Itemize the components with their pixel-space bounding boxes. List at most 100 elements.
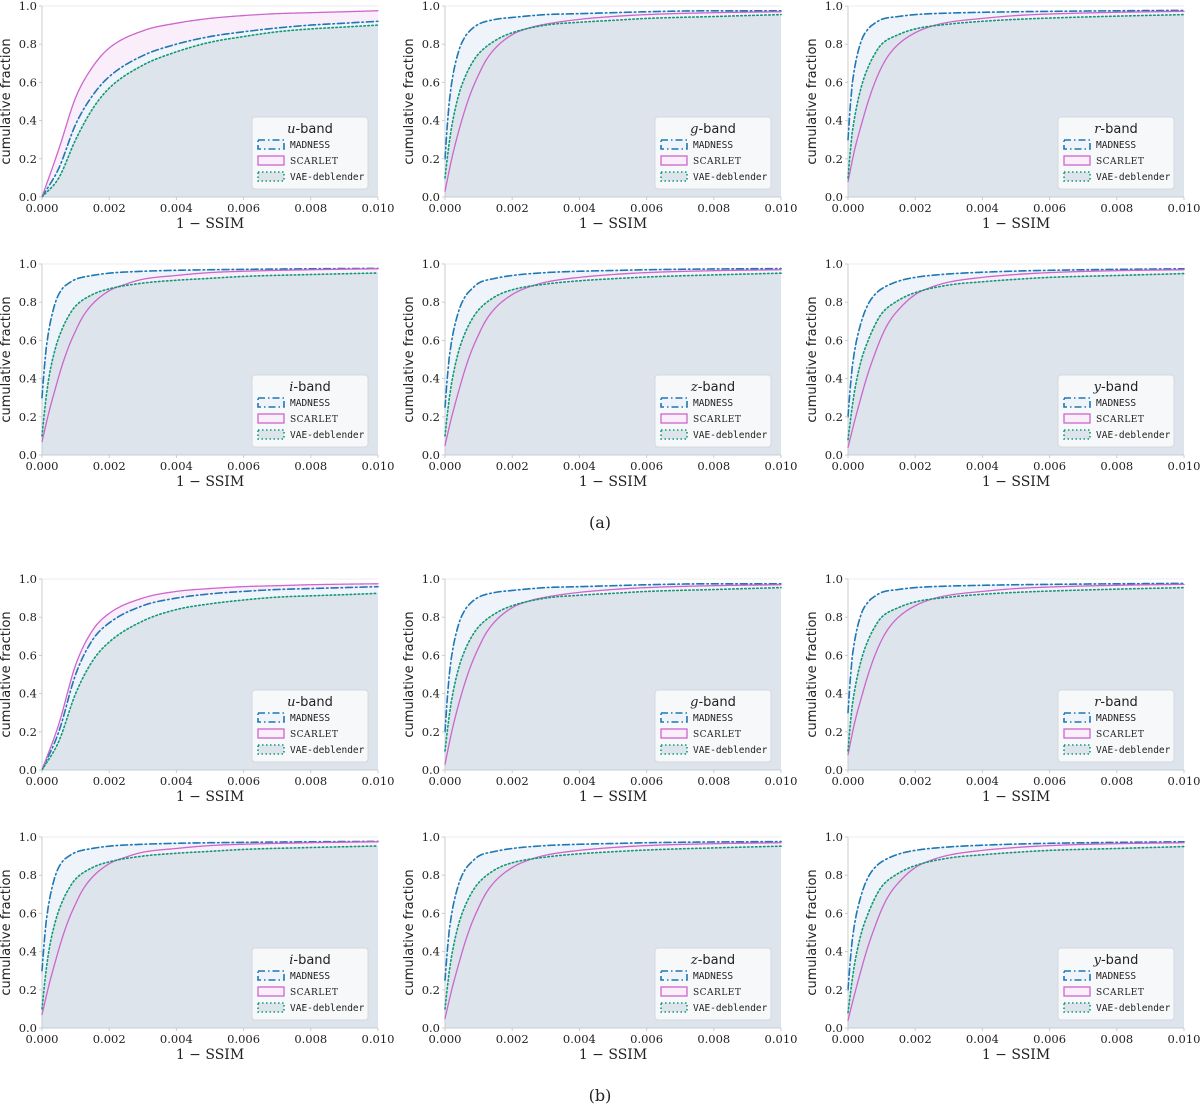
y-axis-label: cumulative fraction [402, 296, 417, 422]
x-tick-label: 0.000 [26, 459, 59, 473]
legend-label-vae-deblender: VAE-deblender [693, 172, 768, 183]
y-tick-label: 1.0 [19, 572, 37, 586]
x-tick-label: 0.008 [697, 774, 730, 788]
series-line-madness [41, 267, 379, 399]
x-tick-label: 0.004 [563, 201, 596, 215]
legend-label-vae-deblender: VAE-deblender [1096, 1003, 1171, 1014]
x-tick-label: 0.008 [1100, 459, 1133, 473]
legend-band-suffix: -band [293, 953, 330, 968]
legend-title: u-band [287, 122, 333, 137]
legend-band-letter: u [287, 122, 295, 137]
legend-title: r-band [1094, 695, 1138, 710]
legend-band-letter: i [289, 953, 293, 968]
series-line-vae-deblender [41, 592, 379, 771]
legend-label-scarlet: SCARLET [693, 988, 741, 998]
y-tick-label: 0.2 [422, 983, 440, 997]
y-tick-label: 0.6 [19, 75, 37, 89]
panel-a-r-band: 0.0 0.2 0.4 0.6 0.8 1.0 0.000 0.002 0.004 0.006 0.… [805, 0, 1200, 232]
legend-swatch-vae-deblender [1063, 429, 1091, 440]
legend-swatch-vae-deblender [257, 1002, 285, 1013]
x-tick-label: 0.002 [899, 459, 932, 473]
y-tick-label: 0.8 [19, 610, 37, 624]
legend-label-vae-deblender: VAE-deblender [693, 745, 768, 756]
y-tick-label: 0.6 [422, 75, 440, 89]
y-axis-label: cumulative fraction [0, 296, 14, 422]
legend-label-vae-deblender: VAE-deblender [290, 430, 365, 441]
y-tick-label: 0.2 [19, 152, 37, 166]
legend-label-madness: MADNESS [1096, 971, 1136, 982]
legend-box [654, 689, 772, 763]
x-tick-label: 0.006 [227, 774, 260, 788]
x-tick-label: 0.002 [93, 459, 126, 473]
legend-band-letter: z [690, 953, 698, 968]
series-line-vae-deblender [847, 586, 1185, 752]
series-line-madness [444, 582, 782, 733]
y-axis-label: cumulative fraction [805, 869, 820, 995]
y-tick-label: 1.0 [422, 0, 440, 13]
y-tick-label: 0.4 [422, 687, 440, 701]
series-line-vae-deblender [41, 845, 379, 1010]
legend-label-scarlet: SCARLET [1096, 988, 1144, 998]
series-line-madness [847, 582, 1185, 714]
y-tick-label: 0.8 [422, 610, 440, 624]
y-tick-label: 0.2 [19, 725, 37, 739]
x-tick-label: 0.000 [26, 1032, 59, 1046]
legend-label-vae-deblender: VAE-deblender [1096, 745, 1171, 756]
x-tick-label: 0.002 [93, 201, 126, 215]
series-line-scarlet [847, 10, 1185, 183]
legend-swatch-vae-deblender [1063, 1002, 1091, 1013]
legend-swatch-vae-deblender [257, 429, 285, 440]
y-tick-label: 0.6 [825, 75, 843, 89]
y-tick-label: 0.8 [422, 868, 440, 882]
y-tick-label: 0.0 [422, 763, 440, 777]
x-tick-label: 0.010 [1168, 1032, 1200, 1046]
legend-label-madness: MADNESS [290, 398, 330, 409]
y-tick-label: 0.8 [19, 868, 37, 882]
x-tick-label: 0.006 [227, 459, 260, 473]
y-tick-label: 1.0 [422, 572, 440, 586]
y-tick-label: 0.4 [825, 687, 843, 701]
legend-label-madness: MADNESS [290, 713, 330, 724]
x-tick-label: 0.000 [429, 774, 462, 788]
y-tick-label: 0.0 [825, 190, 843, 204]
y-tick-label: 0.6 [422, 906, 440, 920]
panel-a-i-band: 0.0 0.2 0.4 0.6 0.8 1.0 0.000 0.002 0.004 0.006 0.… [0, 257, 394, 490]
x-tick-label: 0.008 [294, 774, 327, 788]
legend-band-suffix: -band [698, 380, 735, 395]
legend-swatch-madness [257, 139, 285, 150]
x-tick-label: 0.000 [429, 459, 462, 473]
y-axis-label: cumulative fraction [402, 869, 417, 995]
x-tick-label: 0.010 [362, 201, 395, 215]
y-tick-label: 0.2 [19, 410, 37, 424]
y-tick-label: 0.0 [422, 448, 440, 462]
y-tick-label: 0.4 [825, 114, 843, 128]
legend: u-band MADNESS SCARLET VAE-deblender [251, 689, 369, 763]
legend-title: y-band [1093, 380, 1139, 395]
x-tick-label: 0.000 [26, 774, 59, 788]
x-tick-label: 0.002 [899, 774, 932, 788]
x-tick-label: 0.006 [1033, 201, 1066, 215]
x-tick-label: 0.006 [630, 459, 663, 473]
legend: y-band MADNESS SCARLET VAE-deblender [1057, 374, 1175, 448]
legend-band-suffix: -band [293, 380, 330, 395]
y-tick-label: 0.2 [825, 983, 843, 997]
legend-swatch-vae-deblender [1063, 744, 1091, 755]
legend-band-suffix: -band [1101, 953, 1138, 968]
legend-band-letter: i [289, 380, 293, 395]
legend-swatch-vae-deblender [257, 744, 285, 755]
legend-box [251, 116, 369, 190]
y-tick-label: 1.0 [19, 0, 37, 13]
legend-label-scarlet: SCARLET [693, 157, 741, 167]
series-line-scarlet [41, 583, 379, 771]
y-tick-label: 1.0 [422, 830, 440, 844]
legend-band-suffix: -band [698, 122, 735, 137]
x-axis-label: 1 − SSIM [579, 1047, 647, 1063]
legend-title: z-band [690, 380, 735, 395]
y-tick-label: 0.0 [825, 448, 843, 462]
legend-label-scarlet: SCARLET [1096, 730, 1144, 740]
x-tick-label: 0.008 [1100, 201, 1133, 215]
legend-swatch-vae-deblender [660, 429, 688, 440]
legend-label-madness: MADNESS [1096, 713, 1136, 724]
series-line-madness [41, 20, 379, 198]
x-axis-label: 1 − SSIM [982, 789, 1050, 805]
